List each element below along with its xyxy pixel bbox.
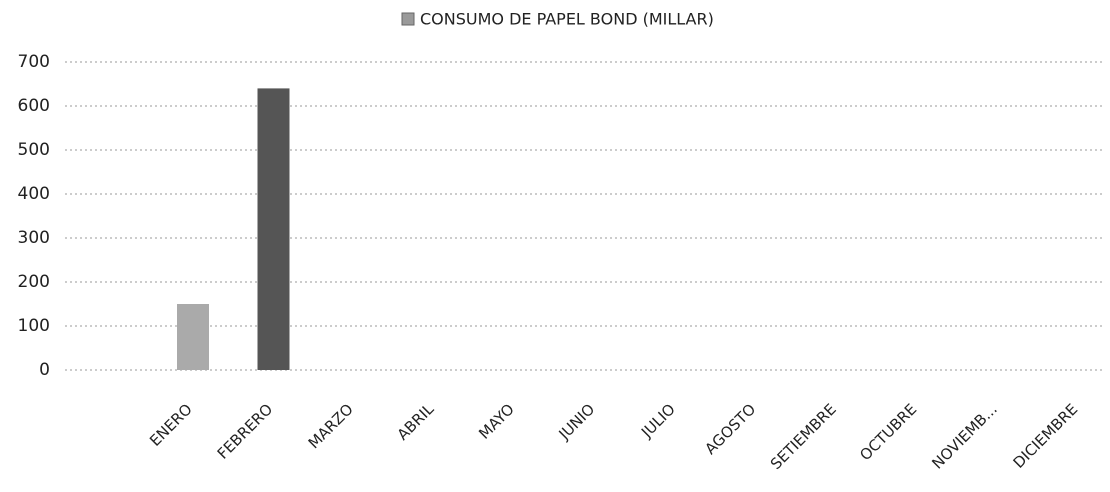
y-tick-label: 200 xyxy=(18,272,50,292)
y-tick-label: 600 xyxy=(18,96,50,116)
y-tick-label: 300 xyxy=(18,228,50,248)
x-tick-label: FEBRERO xyxy=(214,400,277,463)
x-tick-label: JULIO xyxy=(637,400,679,442)
x-tick-label: AGOSTO xyxy=(701,400,759,458)
y-tick-label: 700 xyxy=(18,52,50,72)
x-tick-label: NOVIEMB... xyxy=(928,400,1000,472)
y-tick-label: 400 xyxy=(18,184,50,204)
x-tick-label: SETIEMBRE xyxy=(767,400,840,473)
x-tick-label: ABRIL xyxy=(394,400,438,444)
x-tick-label: OCTUBRE xyxy=(856,400,920,464)
bar xyxy=(257,88,290,371)
x-tick-label: JUNIO xyxy=(555,400,599,444)
y-tick-label: 500 xyxy=(18,140,50,160)
bar xyxy=(177,304,209,370)
x-tick-label: MARZO xyxy=(305,400,357,452)
y-tick-label: 100 xyxy=(18,316,50,336)
y-tick-label: 0 xyxy=(39,360,50,380)
legend-swatch xyxy=(401,12,415,26)
x-tick-label: DICIEMBRE xyxy=(1010,400,1082,472)
x-tick-label: MAYO xyxy=(475,400,518,443)
x-tick-label: ENERO xyxy=(146,400,196,450)
legend-label: CONSUMO DE PAPEL BOND (MILLAR) xyxy=(420,10,714,29)
